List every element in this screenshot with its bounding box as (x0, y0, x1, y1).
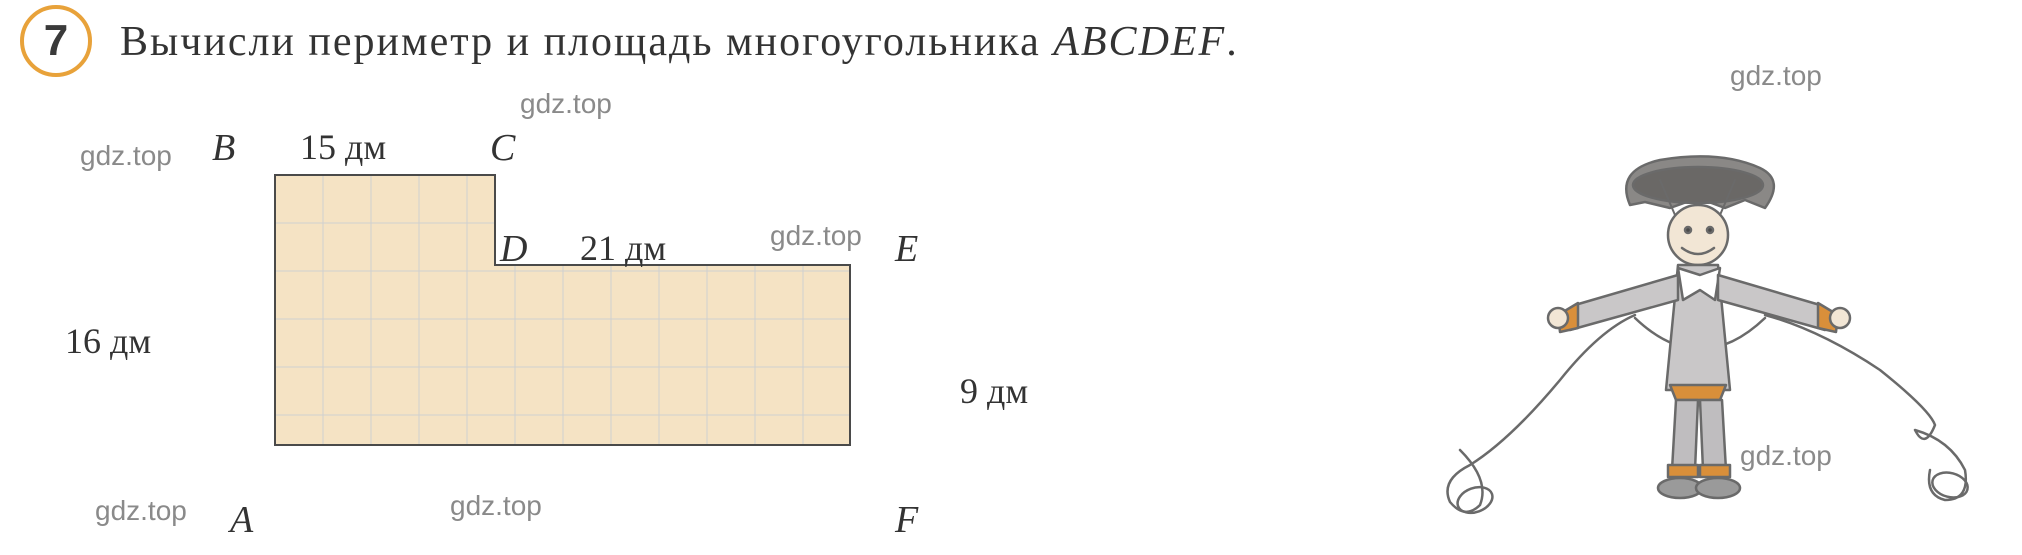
point-label-E: E (895, 227, 918, 271)
point-label-C: C (490, 126, 515, 170)
point-label-A: A (230, 498, 253, 542)
problem-number-text: 7 (44, 16, 68, 66)
watermark: gdz.top (80, 140, 172, 172)
point-label-F: F (895, 498, 918, 542)
polygon-diagram (160, 130, 940, 525)
dimension-DE: 21 дм (580, 227, 666, 269)
problem-statement: Вычисли периметр и площадь многоугольник… (120, 18, 1239, 66)
dimension-EF: 9 дм (960, 370, 1028, 412)
problem-prefix: Вычисли периметр и площадь многоугольник… (120, 19, 1053, 65)
sailor-illustration (1420, 120, 1980, 540)
problem-number-badge: 7 (20, 5, 92, 77)
watermark: gdz.top (1730, 60, 1822, 92)
watermark: gdz.top (520, 88, 612, 120)
page-root: 7 Вычисли периметр и площадь многоугольн… (0, 0, 2022, 555)
polygon-name: ABCDEF (1053, 19, 1226, 65)
problem-suffix: . (1226, 19, 1239, 65)
dimension-AB: 16 дм (65, 320, 151, 362)
dimension-BC: 15 дм (300, 126, 386, 168)
point-label-B: B (212, 126, 235, 170)
point-label-D: D (500, 227, 527, 271)
